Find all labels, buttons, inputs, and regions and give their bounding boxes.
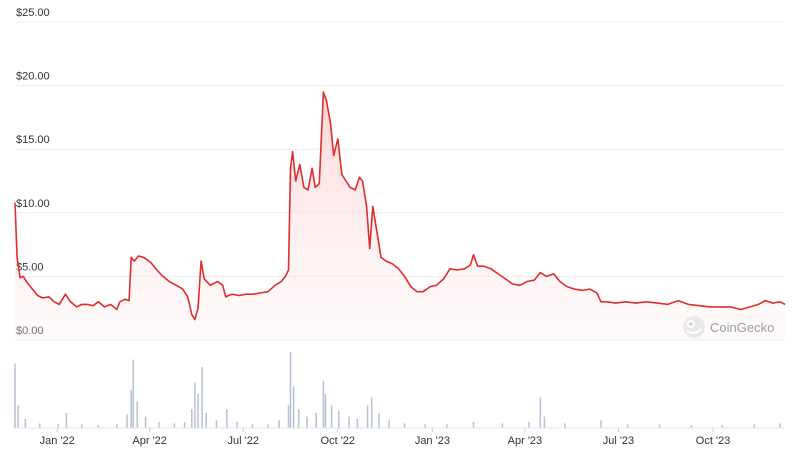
volume-bar bbox=[215, 420, 218, 428]
volume-bar bbox=[236, 421, 238, 428]
volume-bar bbox=[191, 409, 193, 428]
volume-bar bbox=[348, 416, 350, 428]
volume-bar bbox=[472, 421, 475, 428]
volume-bar bbox=[330, 405, 333, 428]
volume-bar bbox=[658, 424, 661, 428]
volume-bar bbox=[130, 390, 132, 428]
volume-bar bbox=[17, 405, 19, 428]
x-tick-label: Jul '23 bbox=[603, 435, 634, 447]
x-tick-label: Jan '23 bbox=[415, 435, 450, 447]
volume-bar bbox=[543, 416, 546, 428]
volume-bar bbox=[81, 424, 83, 428]
volume-bar bbox=[14, 363, 16, 428]
volume-bar bbox=[690, 425, 693, 428]
volume-bar bbox=[564, 423, 566, 428]
volume-bar bbox=[306, 416, 308, 428]
volume-bar bbox=[116, 424, 118, 428]
volume-bar bbox=[205, 412, 207, 428]
volume-bar bbox=[315, 412, 317, 428]
volume-bar bbox=[97, 425, 100, 428]
volume-bar bbox=[370, 397, 373, 428]
price-line bbox=[14, 91, 786, 321]
volume-bar bbox=[356, 418, 359, 428]
watermark-text: CoinGecko bbox=[710, 320, 774, 335]
volume-bar bbox=[194, 382, 196, 428]
y-tick-label: $10.00 bbox=[16, 198, 50, 210]
volume-bar bbox=[132, 359, 134, 428]
y-tick-label: $20.00 bbox=[16, 71, 50, 83]
volume-bar bbox=[287, 405, 290, 428]
volume-bar bbox=[779, 423, 781, 428]
volume-bar bbox=[24, 418, 27, 428]
y-tick-label: $25.00 bbox=[16, 7, 50, 19]
watermark: CoinGecko bbox=[683, 316, 774, 338]
volume-bar bbox=[753, 424, 755, 428]
volume-bar bbox=[366, 405, 369, 428]
volume-bar bbox=[424, 424, 426, 428]
volume-bar bbox=[136, 401, 139, 428]
y-tick-label: $5.00 bbox=[16, 261, 44, 273]
volume-bar bbox=[600, 420, 602, 428]
volume-bar bbox=[289, 352, 292, 428]
volume-bar bbox=[57, 424, 59, 428]
x-tick-label: Apr '23 bbox=[508, 435, 543, 447]
volume-bar bbox=[721, 425, 724, 428]
volume-bar bbox=[38, 423, 41, 428]
volume-bar bbox=[322, 380, 325, 428]
volume-bar bbox=[226, 409, 228, 428]
y-axis-ticks: $0.00$5.00$10.00$15.00$20.00$25.00 bbox=[16, 7, 50, 337]
x-tick-label: Oct '23 bbox=[696, 435, 731, 447]
volume-bar bbox=[378, 412, 380, 428]
x-tick-label: Jan '22 bbox=[40, 435, 75, 447]
volume-bar bbox=[338, 411, 340, 428]
volume-bar bbox=[292, 386, 295, 428]
volume-bars bbox=[14, 352, 781, 428]
volume-bar bbox=[403, 423, 406, 428]
volume-bar bbox=[197, 393, 199, 428]
x-tick-label: Jul '22 bbox=[227, 435, 258, 447]
volume-bar bbox=[126, 414, 128, 428]
volume-bar bbox=[65, 412, 68, 428]
volume-bar bbox=[539, 397, 542, 428]
volume-bar bbox=[201, 367, 203, 428]
volume-bar bbox=[626, 424, 629, 428]
volume-bar bbox=[251, 424, 254, 428]
volume-bar bbox=[501, 423, 504, 428]
volume-bar bbox=[183, 421, 186, 428]
volume-bar bbox=[173, 423, 176, 428]
volume-bar bbox=[324, 393, 327, 428]
volume-bar bbox=[528, 421, 530, 428]
x-axis-ticks: Jan '22 Apr '22 Jul '22 Oct '22 Jan '23 Apr '… bbox=[40, 428, 731, 447]
coingecko-logo-icon bbox=[683, 316, 705, 338]
volume-bar bbox=[267, 424, 269, 428]
volume-bar bbox=[278, 420, 280, 428]
volume-bar bbox=[144, 416, 147, 428]
volume-bar bbox=[388, 420, 390, 428]
x-tick-label: Oct '22 bbox=[321, 435, 356, 447]
x-tick-label: Apr '22 bbox=[132, 435, 167, 447]
volume-bar bbox=[297, 409, 300, 428]
volume-bar bbox=[158, 421, 160, 428]
volume-bar bbox=[446, 424, 448, 428]
price-area bbox=[15, 92, 785, 340]
y-tick-label: $15.00 bbox=[16, 134, 50, 146]
